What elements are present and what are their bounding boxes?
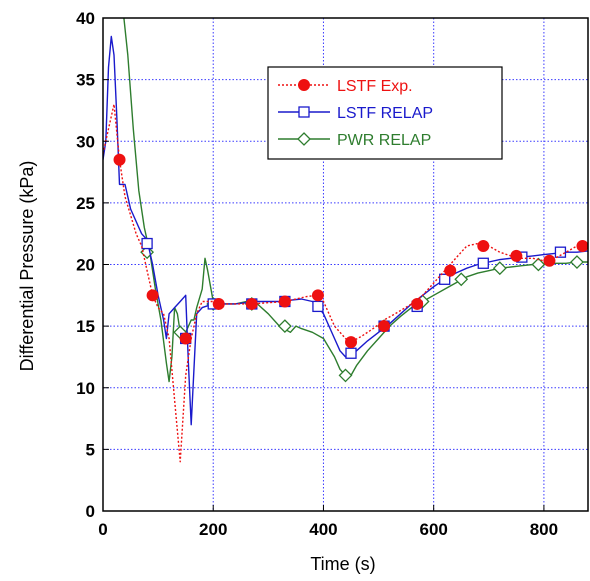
y-tick-label: 40 <box>76 9 95 28</box>
series-line <box>103 103 588 463</box>
legend-marker <box>298 79 310 91</box>
x-tick-label: 400 <box>309 520 337 539</box>
legend-label: LSTF Exp. <box>337 78 413 95</box>
legend-marker <box>297 132 311 146</box>
legend-label: LSTF RELAP <box>337 105 433 122</box>
data-point <box>378 320 391 333</box>
y-tick-label: 15 <box>76 317 95 336</box>
data-point <box>531 257 546 272</box>
legend-entry: LSTF Exp. <box>278 78 413 95</box>
data-point <box>277 319 292 334</box>
y-tick-label: 30 <box>76 132 95 151</box>
y-tick-label: 25 <box>76 194 95 213</box>
data-point <box>554 246 567 258</box>
data-point <box>477 257 489 269</box>
data-point <box>576 240 588 253</box>
data-point <box>454 272 469 287</box>
data-point <box>146 289 159 302</box>
data-point <box>439 273 451 285</box>
y-tick-label: 10 <box>76 379 95 398</box>
legend: LSTF Exp. LSTF RELAP PWR RELAP <box>267 66 503 160</box>
data-point <box>212 297 225 310</box>
series-line <box>123 18 588 383</box>
data-point <box>345 347 357 359</box>
data-point <box>492 261 507 276</box>
y-tick-label: 0 <box>86 502 95 521</box>
y-tick-label: 35 <box>76 71 95 90</box>
legend-label: PWR RELAP <box>337 132 431 149</box>
data-point <box>141 237 153 250</box>
data-point <box>510 249 523 262</box>
series-layer <box>103 18 588 463</box>
data-point <box>113 153 126 166</box>
data-point <box>345 336 358 349</box>
y-tick-label: 5 <box>86 440 95 459</box>
data-point <box>444 264 457 277</box>
tick-labels: 0 200 400 600 800 0 5 10 15 20 25 30 35 40 <box>76 9 558 539</box>
y-axis-title: Differential Pressure (kPa) <box>17 161 37 372</box>
x-tick-label: 600 <box>419 520 447 539</box>
series-lstf-exp <box>103 103 588 463</box>
data-point <box>338 368 353 383</box>
legend-marker <box>298 106 310 118</box>
x-tick-label: 0 <box>98 520 107 539</box>
legend-entry: LSTF RELAP <box>278 105 433 122</box>
data-point <box>179 332 192 345</box>
legend-entry: PWR RELAP <box>278 132 431 149</box>
data-point <box>312 300 324 313</box>
data-point <box>411 297 424 310</box>
x-axis-title: Time (s) <box>310 554 375 574</box>
data-point <box>570 255 584 269</box>
x-tick-label: 800 <box>530 520 558 539</box>
y-tick-label: 20 <box>76 256 95 275</box>
data-point <box>477 240 490 253</box>
data-point <box>245 297 258 310</box>
data-point <box>311 289 324 302</box>
data-point <box>543 254 556 267</box>
x-tick-label: 200 <box>199 520 227 539</box>
data-point <box>278 295 291 308</box>
